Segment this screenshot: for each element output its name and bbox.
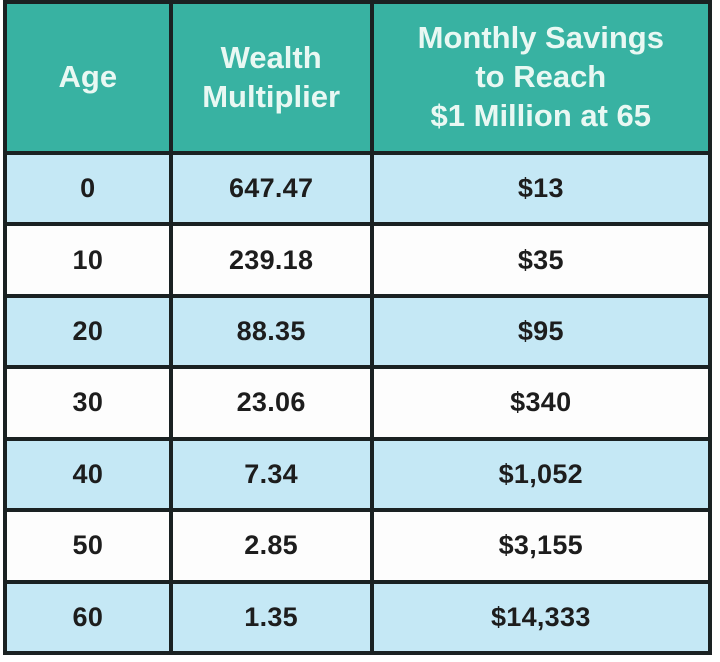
- cell-multiplier: 2.85: [168, 508, 374, 584]
- table-header: Age Wealth Multiplier Monthly Savings to…: [3, 0, 713, 155]
- cell-savings: $3,155: [369, 508, 713, 584]
- cell-age: 20: [3, 293, 173, 370]
- cell-multiplier: 88.35: [168, 293, 374, 370]
- column-header-monthly-savings: Monthly Savings to Reach $1 Million at 6…: [369, 0, 713, 155]
- cell-savings: $95: [369, 293, 713, 370]
- column-header-age: Age: [3, 0, 173, 155]
- table-row: 60 1.35 $14,333: [3, 579, 713, 656]
- table-row: 20 88.35 $95: [3, 293, 713, 370]
- cell-savings: $340: [369, 365, 713, 441]
- cell-multiplier: 1.35: [168, 579, 374, 656]
- cell-savings: $14,333: [369, 579, 713, 656]
- table-row: 0 647.47 $13: [3, 150, 713, 227]
- cell-multiplier: 239.18: [168, 222, 374, 298]
- table-row: 50 2.85 $3,155: [3, 508, 713, 584]
- cell-savings: $35: [369, 222, 713, 298]
- cell-age: 0: [3, 150, 173, 227]
- cell-age: 30: [3, 365, 173, 441]
- column-header-wealth-multiplier: Wealth Multiplier: [168, 0, 374, 155]
- table-row: 10 239.18 $35: [3, 222, 713, 298]
- cell-age: 60: [3, 579, 173, 656]
- cell-multiplier: 7.34: [168, 436, 374, 513]
- wealth-multiplier-table: Age Wealth Multiplier Monthly Savings to…: [3, 0, 713, 656]
- header-row: Age Wealth Multiplier Monthly Savings to…: [3, 0, 713, 155]
- cell-age: 40: [3, 436, 173, 513]
- cell-multiplier: 23.06: [168, 365, 374, 441]
- cell-savings: $13: [369, 150, 713, 227]
- cell-age: 10: [3, 222, 173, 298]
- cell-savings: $1,052: [369, 436, 713, 513]
- cell-multiplier: 647.47: [168, 150, 374, 227]
- cell-age: 50: [3, 508, 173, 584]
- table-row: 30 23.06 $340: [3, 365, 713, 441]
- table-body: 0 647.47 $13 10 239.18 $35 20 88.35 $95 …: [3, 150, 713, 656]
- table-row: 40 7.34 $1,052: [3, 436, 713, 513]
